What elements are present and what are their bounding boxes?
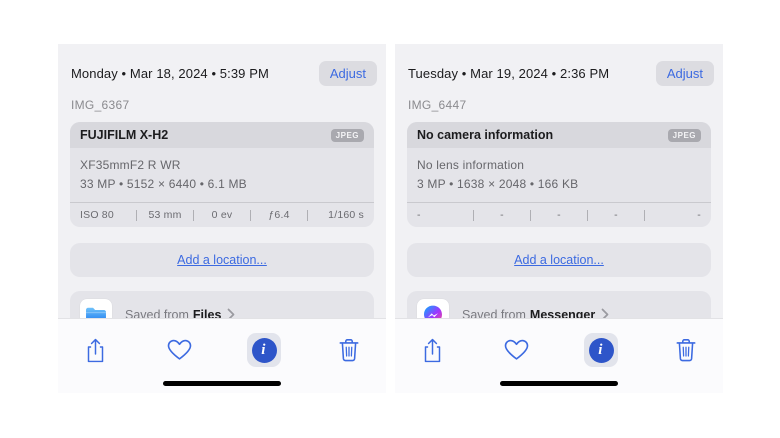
spec-shutter-speed: -	[697, 209, 701, 222]
spec-iso: -	[417, 209, 421, 222]
info-button[interactable]: i	[247, 333, 282, 367]
add-location-row[interactable]: Add a location...	[407, 243, 711, 278]
photo-info-panel-right: Tuesday • Mar 19, 2024 • 2:36 PM Adjust …	[395, 44, 723, 393]
info-icon: i	[588, 337, 614, 363]
file-format-badge: JPEG	[667, 128, 701, 142]
photo-filename: IMG_6447	[408, 98, 467, 112]
spec-focal-length: 53 mm	[148, 209, 182, 222]
exposure-specs-row: - - - - -	[407, 203, 711, 227]
share-button[interactable]	[78, 333, 112, 367]
camera-card-header: FUJIFILM X-H2 JPEG	[70, 122, 374, 148]
photo-info-panel-left: Monday • Mar 18, 2024 • 5:39 PM Adjust I…	[58, 44, 386, 393]
spec-separator	[193, 209, 194, 221]
camera-info-card: No camera information JPEG No lens infor…	[407, 122, 711, 228]
spec-separator	[644, 209, 645, 221]
adjust-date-button[interactable]: Adjust	[318, 61, 377, 86]
header-row: Tuesday • Mar 19, 2024 • 2:36 PM Adjust	[395, 44, 723, 86]
spec-separator	[473, 209, 474, 221]
info-icon: i	[251, 337, 277, 363]
spec-separator	[307, 209, 308, 221]
add-location-link[interactable]: Add a location...	[514, 253, 604, 268]
share-button[interactable]	[415, 333, 449, 367]
spec-exposure-bias: -	[557, 209, 561, 222]
camera-model: No camera information	[417, 128, 554, 142]
spec-shutter-speed: 1/160 s	[328, 209, 364, 222]
panel-content: Tuesday • Mar 19, 2024 • 2:36 PM Adjust …	[395, 44, 723, 339]
adjust-date-button[interactable]: Adjust	[655, 61, 714, 86]
spec-separator	[587, 209, 588, 221]
spec-separator	[136, 209, 137, 221]
camera-model: FUJIFILM X-H2	[80, 128, 169, 142]
favorite-button[interactable]	[163, 333, 197, 367]
favorite-button[interactable]	[500, 333, 534, 367]
camera-info-card: FUJIFILM X-H2 JPEG XF35mmF2 R WR 33 MP •…	[70, 122, 374, 228]
bottom-toolbar: i	[395, 318, 723, 393]
home-indicator[interactable]	[500, 381, 618, 386]
bottom-toolbar: i	[58, 318, 386, 393]
delete-button[interactable]	[669, 333, 703, 367]
add-location-link[interactable]: Add a location...	[177, 253, 267, 268]
spec-aperture: ƒ6.4	[268, 209, 290, 222]
delete-button[interactable]	[332, 333, 366, 367]
photo-date: Tuesday • Mar 19, 2024 • 2:36 PM	[408, 66, 610, 81]
file-format-badge: JPEG	[330, 128, 364, 142]
resolution-size-info: 33 MP • 5152 × 6440 • 6.1 MB	[80, 176, 247, 191]
header-row: Monday • Mar 18, 2024 • 5:39 PM Adjust	[58, 44, 386, 86]
lens-info: No lens information	[417, 158, 525, 172]
spec-focal-length: -	[500, 209, 504, 222]
lens-info: XF35mmF2 R WR	[80, 158, 181, 172]
camera-card-body: No lens information 3 MP • 1638 × 2048 •…	[407, 148, 711, 204]
spec-separator	[530, 209, 531, 221]
spec-separator	[250, 209, 251, 221]
spec-iso: ISO 80	[80, 209, 114, 222]
photo-filename: IMG_6367	[71, 98, 130, 112]
camera-card-body: XF35mmF2 R WR 33 MP • 5152 × 6440 • 6.1 …	[70, 148, 374, 204]
spec-exposure-bias: 0 ev	[211, 209, 233, 222]
home-indicator[interactable]	[163, 381, 281, 386]
panel-content: Monday • Mar 18, 2024 • 5:39 PM Adjust I…	[58, 44, 386, 339]
photo-date: Monday • Mar 18, 2024 • 5:39 PM	[71, 66, 269, 81]
camera-card-header: No camera information JPEG	[407, 122, 711, 148]
exposure-specs-row: ISO 80 53 mm 0 ev ƒ6.4 1/160 s	[70, 203, 374, 227]
add-location-row[interactable]: Add a location...	[70, 243, 374, 278]
spec-aperture: -	[614, 209, 618, 222]
resolution-size-info: 3 MP • 1638 × 2048 • 166 KB	[417, 176, 579, 191]
info-button[interactable]: i	[584, 333, 619, 367]
